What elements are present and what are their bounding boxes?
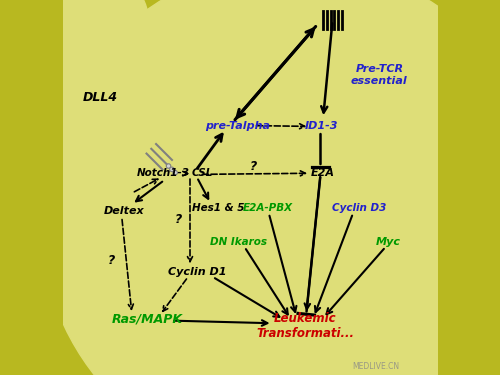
Text: ID1-3: ID1-3 <box>304 121 338 130</box>
Text: DLL4: DLL4 <box>82 91 118 104</box>
Circle shape <box>166 164 171 168</box>
Text: Deltex: Deltex <box>104 206 144 216</box>
Text: ?: ? <box>250 160 258 173</box>
Text: Notch1-3: Notch1-3 <box>137 168 190 178</box>
Text: ?: ? <box>175 213 182 226</box>
Text: DN Ikaros: DN Ikaros <box>210 237 266 247</box>
Circle shape <box>170 167 174 172</box>
Text: MEDLIVE.CN: MEDLIVE.CN <box>352 362 399 371</box>
Circle shape <box>40 0 500 375</box>
Text: pre-Talpha: pre-Talpha <box>206 121 270 130</box>
Text: ?: ? <box>108 254 115 267</box>
Text: E2A-PBX: E2A-PBX <box>243 203 293 213</box>
Text: Pre-TCR
essential: Pre-TCR essential <box>351 64 408 86</box>
Text: Hes1 & 5: Hes1 & 5 <box>192 203 244 213</box>
Circle shape <box>173 170 178 175</box>
Text: Cyclin D3: Cyclin D3 <box>332 203 386 213</box>
Text: CSL: CSL <box>192 168 212 178</box>
Text: Ras/MAPK: Ras/MAPK <box>112 313 182 326</box>
Text: Cyclin D1: Cyclin D1 <box>168 267 227 277</box>
Text: Myc: Myc <box>376 237 401 247</box>
Text: Leukemic
Transformati...: Leukemic Transformati... <box>256 312 354 340</box>
Text: E2A: E2A <box>311 168 335 177</box>
Circle shape <box>0 0 152 165</box>
